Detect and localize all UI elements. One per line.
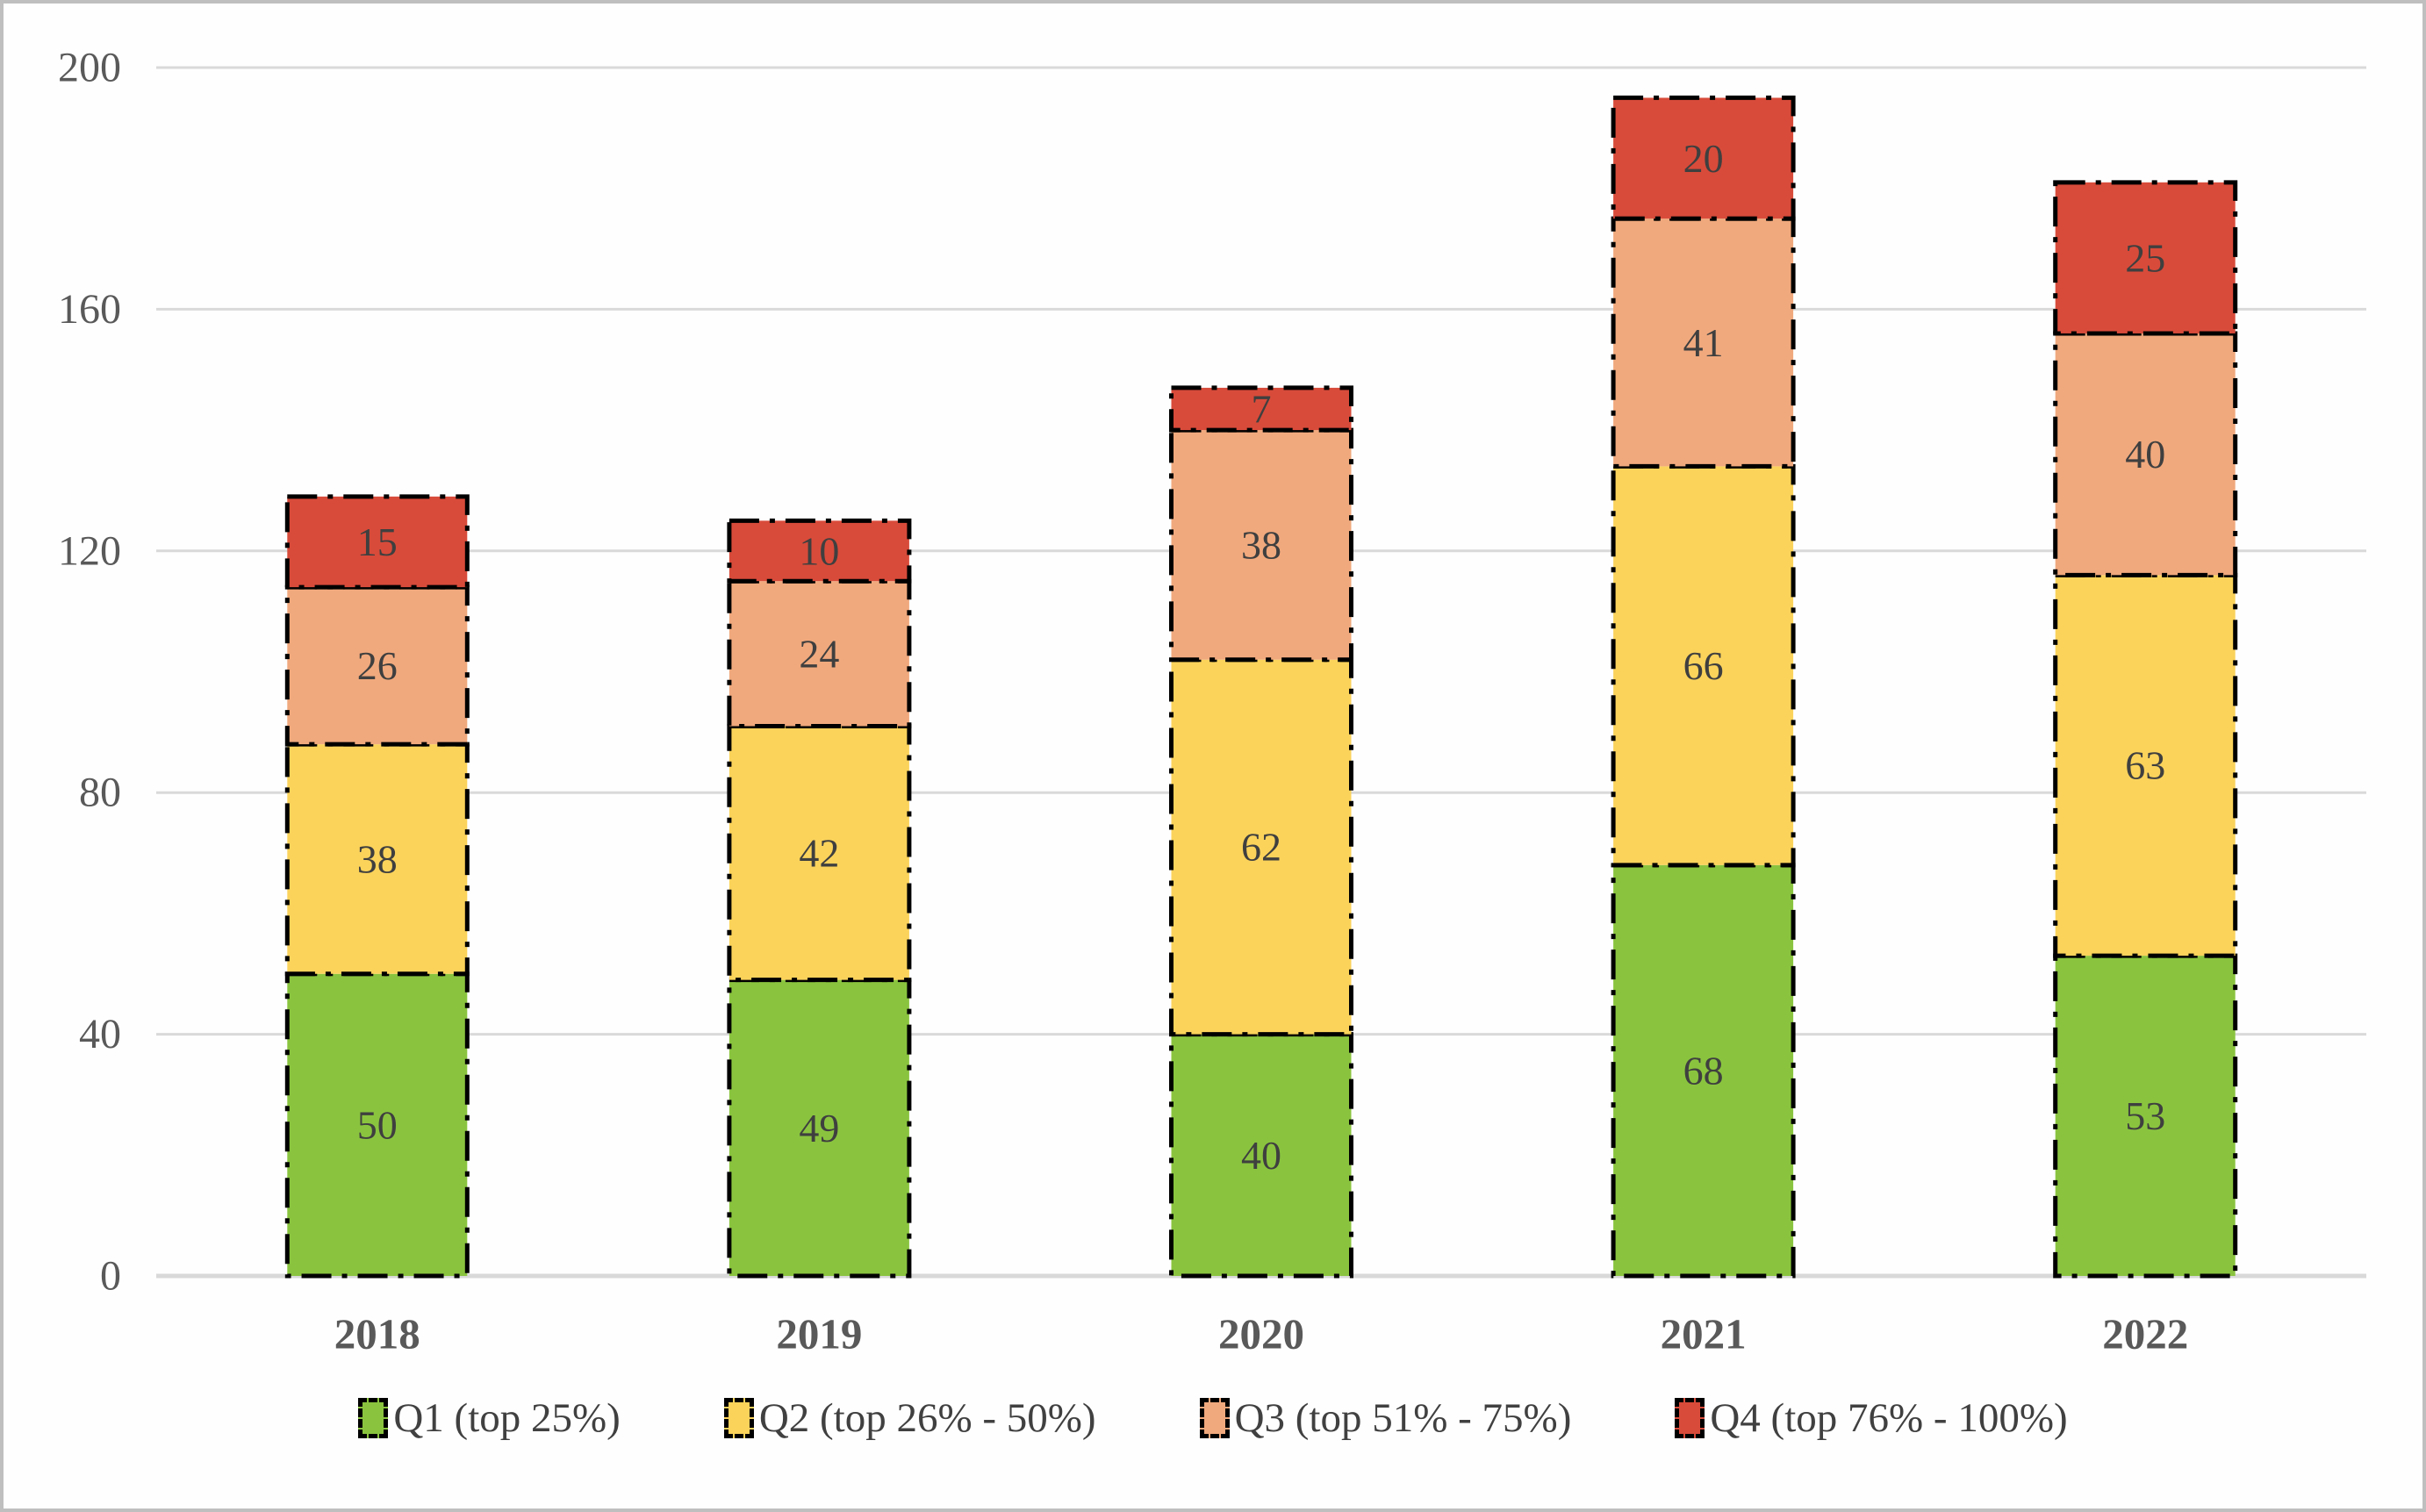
bar-segment-label: 15 bbox=[357, 520, 398, 564]
bar-segment-label: 68 bbox=[1683, 1048, 1724, 1093]
bar-segment-2018-q4 bbox=[284, 494, 470, 590]
x-axis-label-2018: 2018 bbox=[334, 1310, 420, 1358]
bar-segment-label: 62 bbox=[1241, 825, 1281, 870]
legend-item-q3: Q3 (top 51% - 75%) bbox=[1199, 1394, 1572, 1442]
legend-marker-q4-icon bbox=[1675, 1398, 1705, 1438]
bar-segment-2020-q1 bbox=[1169, 1032, 1353, 1279]
x-axis-label-2021: 2021 bbox=[1661, 1310, 1747, 1358]
bar-segment-label: 41 bbox=[1683, 320, 1724, 365]
bar-segment-2018-q2 bbox=[284, 742, 470, 977]
legend-label-q1: Q1 (top 25%) bbox=[393, 1395, 621, 1441]
bar-segment-2020-q4 bbox=[1169, 385, 1353, 433]
bar-segment-label: 25 bbox=[2125, 235, 2165, 280]
bar-segment-2021-q3 bbox=[1611, 216, 1796, 469]
y-tick-label: 40 bbox=[79, 1011, 121, 1057]
bar-segment-label: 53 bbox=[2125, 1093, 2165, 1138]
y-tick-label: 0 bbox=[100, 1253, 121, 1300]
bar-segment-2019-q4 bbox=[727, 518, 912, 584]
y-tick-label: 160 bbox=[58, 286, 121, 333]
y-tick-label: 200 bbox=[58, 45, 121, 91]
bar-segment-label: 49 bbox=[799, 1106, 839, 1150]
y-tick-label: 80 bbox=[79, 770, 121, 816]
bar-segment-2018-q3 bbox=[284, 584, 470, 747]
bar-segment-2022-q1 bbox=[2053, 953, 2238, 1279]
bar-segment-2021-q4 bbox=[1611, 95, 1796, 221]
bar-segment-2021-q2 bbox=[1611, 463, 1796, 868]
x-axis-label-2019: 2019 bbox=[776, 1310, 862, 1358]
bar-segment-2021-q1 bbox=[1611, 863, 1796, 1279]
bar-segment-label: 26 bbox=[357, 643, 398, 688]
bar-segment-label: 38 bbox=[1241, 522, 1281, 567]
legend-marker-q1-icon bbox=[358, 1398, 389, 1438]
bar-segment-2019-q1 bbox=[727, 978, 912, 1279]
bar-segment-label: 10 bbox=[799, 528, 839, 573]
bar-segment-2019-q2 bbox=[727, 723, 912, 983]
legend-label-q4: Q4 (top 76% - 100%) bbox=[1710, 1395, 2068, 1441]
bar-segment-2022-q4 bbox=[2053, 180, 2238, 336]
legend-item-q2: Q2 (top 26% - 50%) bbox=[723, 1394, 1096, 1442]
bar-segment-2020-q3 bbox=[1169, 427, 1353, 663]
legend-item-q4: Q4 (top 76% - 100%) bbox=[1675, 1394, 2068, 1442]
x-axis-label-2020: 2020 bbox=[1218, 1310, 1304, 1358]
bar-segment-label: 38 bbox=[357, 836, 398, 881]
bar-segment-label: 20 bbox=[1683, 136, 1724, 181]
legend-label-q3: Q3 (top 51% - 75%) bbox=[1234, 1395, 1572, 1441]
bar-segment-label: 42 bbox=[799, 831, 839, 876]
y-tick-label: 120 bbox=[58, 527, 121, 574]
bar-segment-label: 63 bbox=[2125, 743, 2165, 788]
bar-segment-label: 66 bbox=[1683, 643, 1724, 688]
bar-segment-2020-q2 bbox=[1169, 657, 1353, 1037]
legend-marker-q3-icon bbox=[1199, 1398, 1230, 1438]
bar-segment-label: 24 bbox=[799, 631, 839, 676]
bar-segment-2022-q2 bbox=[2053, 572, 2238, 958]
bar-segment-label: 7 bbox=[1252, 387, 1272, 432]
bar-segment-label: 50 bbox=[357, 1102, 398, 1147]
bar-segment-2019-q3 bbox=[727, 578, 912, 728]
legend-item-q1: Q1 (top 25%) bbox=[358, 1394, 621, 1442]
legend-label-q2: Q2 (top 26% - 50%) bbox=[758, 1395, 1096, 1441]
chart-plot-area: 0 40 80 120 160 200 50 38 26 15 2018 49 42 24 10 2019 40… bbox=[58, 45, 2366, 1358]
bar-segment-2022-q3 bbox=[2053, 331, 2238, 577]
bar-segment-label: 40 bbox=[1241, 1133, 1281, 1178]
bar-segment-2018-q1 bbox=[284, 971, 470, 1279]
legend-marker-q2-icon bbox=[723, 1398, 754, 1438]
bar-segment-label: 40 bbox=[2125, 432, 2165, 477]
chart-legend: Q1 (top 25%) Q2 (top 26% - 50%) Q3 (top … bbox=[4, 1394, 2422, 1442]
x-axis-label-2022: 2022 bbox=[2102, 1310, 2188, 1358]
